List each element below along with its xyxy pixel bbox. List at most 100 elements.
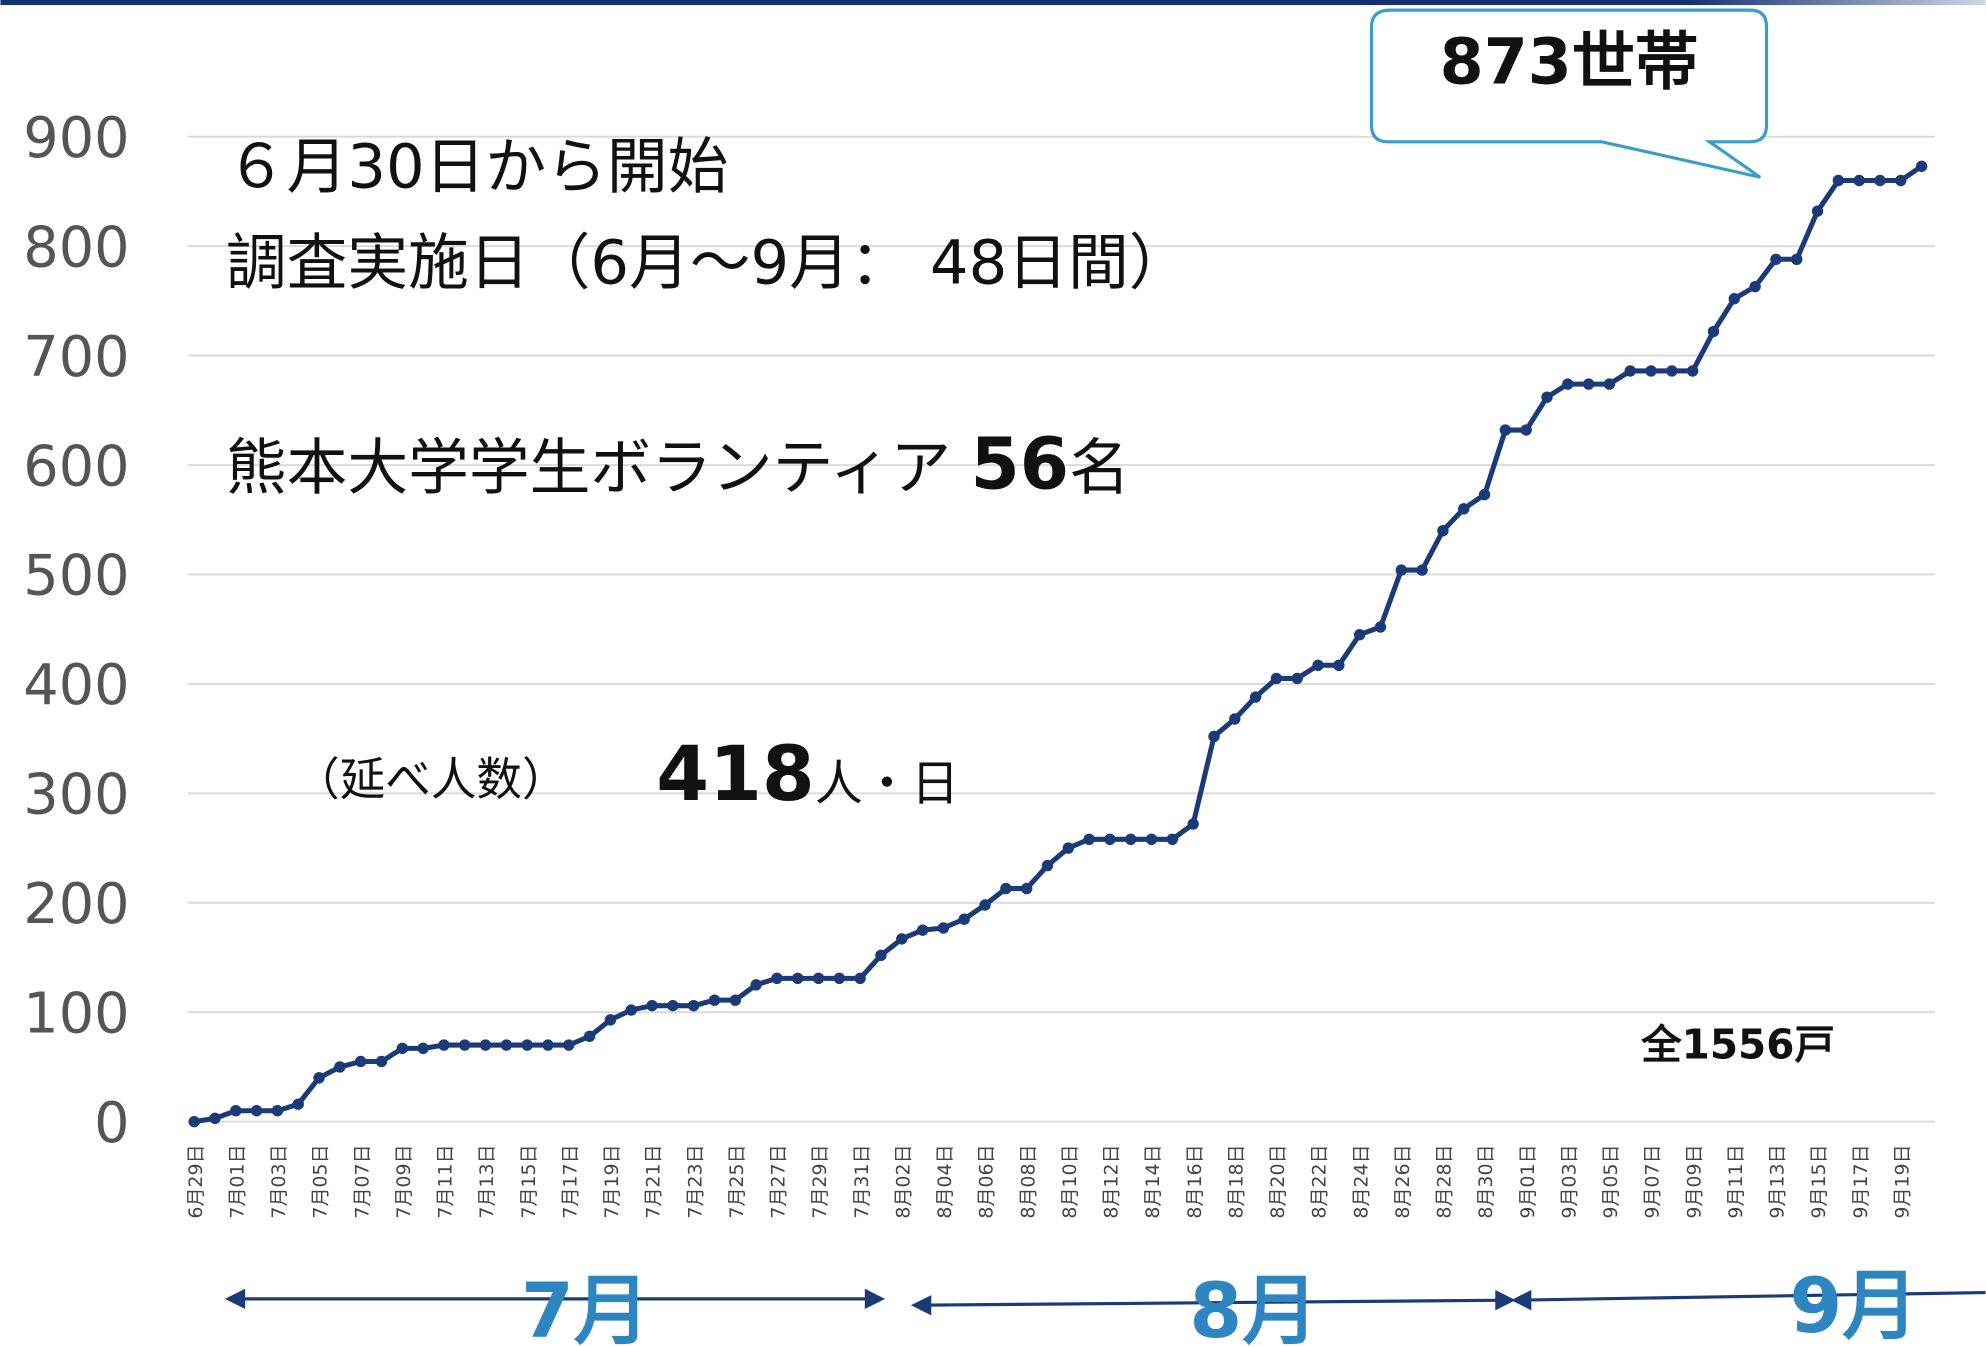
data-point bbox=[188, 1115, 200, 1128]
data-point bbox=[896, 933, 908, 945]
data-point bbox=[604, 1014, 617, 1026]
x-tick-label: 8月02日 bbox=[892, 1144, 914, 1218]
x-tick-label: 7月21日 bbox=[643, 1144, 665, 1218]
data-point bbox=[313, 1072, 325, 1084]
annotation-unit: 人・日 bbox=[815, 756, 959, 812]
data-point bbox=[1187, 818, 1199, 830]
data-point bbox=[542, 1039, 554, 1051]
data-point bbox=[1645, 365, 1657, 377]
data-point bbox=[854, 972, 866, 984]
x-tick-label: 7月31日 bbox=[851, 1144, 873, 1218]
data-point bbox=[500, 1039, 513, 1051]
y-tick-label: 400 bbox=[23, 653, 129, 718]
data-point bbox=[1895, 174, 1907, 187]
data-point bbox=[1020, 882, 1033, 895]
data-point bbox=[1208, 730, 1220, 743]
data-point bbox=[771, 972, 783, 984]
annotation-number: 56 bbox=[970, 423, 1069, 506]
grid: 0 100 200 300 400 500 600 700 800 900 bbox=[23, 106, 1935, 1156]
x-tick-label: 7月05日 bbox=[310, 1144, 332, 1218]
x-tick-label: 7月27日 bbox=[768, 1144, 790, 1218]
x-tick-label: 7月29日 bbox=[809, 1144, 831, 1218]
annotation-number: 418 bbox=[656, 730, 815, 818]
x-tick-label: 8月20日 bbox=[1267, 1144, 1289, 1218]
data-point bbox=[417, 1042, 429, 1055]
x-tick-label: 8月04日 bbox=[934, 1144, 956, 1218]
data-point bbox=[292, 1098, 304, 1110]
x-tick-label: 6月29日 bbox=[185, 1144, 207, 1218]
data-point bbox=[875, 949, 887, 962]
data-point bbox=[459, 1039, 471, 1051]
data-point bbox=[1395, 564, 1407, 576]
data-point bbox=[521, 1039, 533, 1051]
month-arrows bbox=[224, 1288, 1986, 1316]
x-tick-label: 7月19日 bbox=[601, 1144, 623, 1218]
data-point bbox=[1853, 174, 1865, 187]
x-tick-label: 7月25日 bbox=[726, 1144, 748, 1218]
data-point bbox=[1874, 174, 1886, 187]
data-point bbox=[1770, 253, 1782, 265]
data-point bbox=[1062, 842, 1074, 854]
data-line bbox=[193, 164, 1924, 1125]
data-point bbox=[438, 1039, 450, 1051]
data-point bbox=[1125, 833, 1137, 846]
annotation: 熊本大学学生ボランティア 56名 bbox=[226, 423, 1130, 506]
data-point bbox=[479, 1039, 492, 1051]
data-point bbox=[1333, 659, 1345, 672]
data-point bbox=[937, 922, 950, 934]
data-point bbox=[812, 972, 825, 984]
data-point bbox=[1666, 365, 1678, 377]
data-point bbox=[750, 979, 762, 991]
data-point bbox=[1416, 564, 1428, 576]
data-point bbox=[230, 1105, 242, 1117]
x-tick-label: 7月15日 bbox=[518, 1144, 540, 1218]
data-point bbox=[833, 972, 846, 984]
data-point bbox=[1749, 280, 1761, 293]
data-point bbox=[209, 1112, 221, 1125]
data-point bbox=[1728, 292, 1741, 305]
x-tick-label: 8月16日 bbox=[1184, 1144, 1206, 1218]
data-point bbox=[1270, 672, 1283, 685]
annotation-unit: 名 bbox=[1069, 434, 1130, 504]
x-tick-label: 8月30日 bbox=[1475, 1144, 1497, 1218]
x-tick-label: 9月05日 bbox=[1600, 1144, 1622, 1218]
data-point bbox=[646, 999, 658, 1012]
data-point bbox=[1499, 424, 1512, 436]
data-point bbox=[1104, 833, 1116, 846]
data-point bbox=[1562, 378, 1574, 390]
data-point bbox=[1541, 391, 1553, 403]
data-point bbox=[792, 972, 804, 984]
x-tick-label: 9月03日 bbox=[1558, 1144, 1580, 1218]
data-point bbox=[1229, 713, 1241, 725]
data-point bbox=[1832, 174, 1845, 187]
data-point bbox=[354, 1055, 367, 1068]
y-tick-label: 700 bbox=[23, 325, 129, 390]
x-tick-label: 8月12日 bbox=[1101, 1144, 1123, 1218]
data-point bbox=[1791, 253, 1803, 265]
data-point bbox=[1811, 205, 1824, 217]
data-point bbox=[979, 899, 991, 911]
data-point bbox=[1624, 365, 1636, 377]
annotation: 418人・日 bbox=[656, 730, 959, 818]
annotation: 調査実施日（6月～9月： 48日間） bbox=[226, 229, 1190, 299]
y-tick-label: 0 bbox=[94, 1091, 129, 1156]
data-point bbox=[1291, 672, 1303, 685]
data-point bbox=[583, 1030, 596, 1042]
x-tick-label: 7月01日 bbox=[226, 1144, 248, 1218]
data-point bbox=[1437, 525, 1449, 537]
x-tick-label: 8月24日 bbox=[1350, 1144, 1372, 1218]
x-tick-label: 9月17日 bbox=[1850, 1144, 1872, 1218]
x-tick-label: 9月01日 bbox=[1517, 1144, 1539, 1218]
y-tick-label: 600 bbox=[23, 434, 129, 499]
x-tick-label: 8月18日 bbox=[1225, 1144, 1247, 1218]
data-point bbox=[1353, 628, 1366, 641]
x-tick-label: 8月06日 bbox=[976, 1144, 998, 1218]
y-tick-label: 900 bbox=[23, 106, 129, 171]
x-tick-label: 7月23日 bbox=[684, 1144, 706, 1218]
callout-box bbox=[1369, 8, 1769, 179]
x-tick-label: 8月08日 bbox=[1017, 1144, 1039, 1218]
data-point bbox=[1520, 424, 1532, 436]
x-tick-label: 9月19日 bbox=[1891, 1144, 1913, 1218]
y-tick-label: 100 bbox=[23, 981, 129, 1046]
